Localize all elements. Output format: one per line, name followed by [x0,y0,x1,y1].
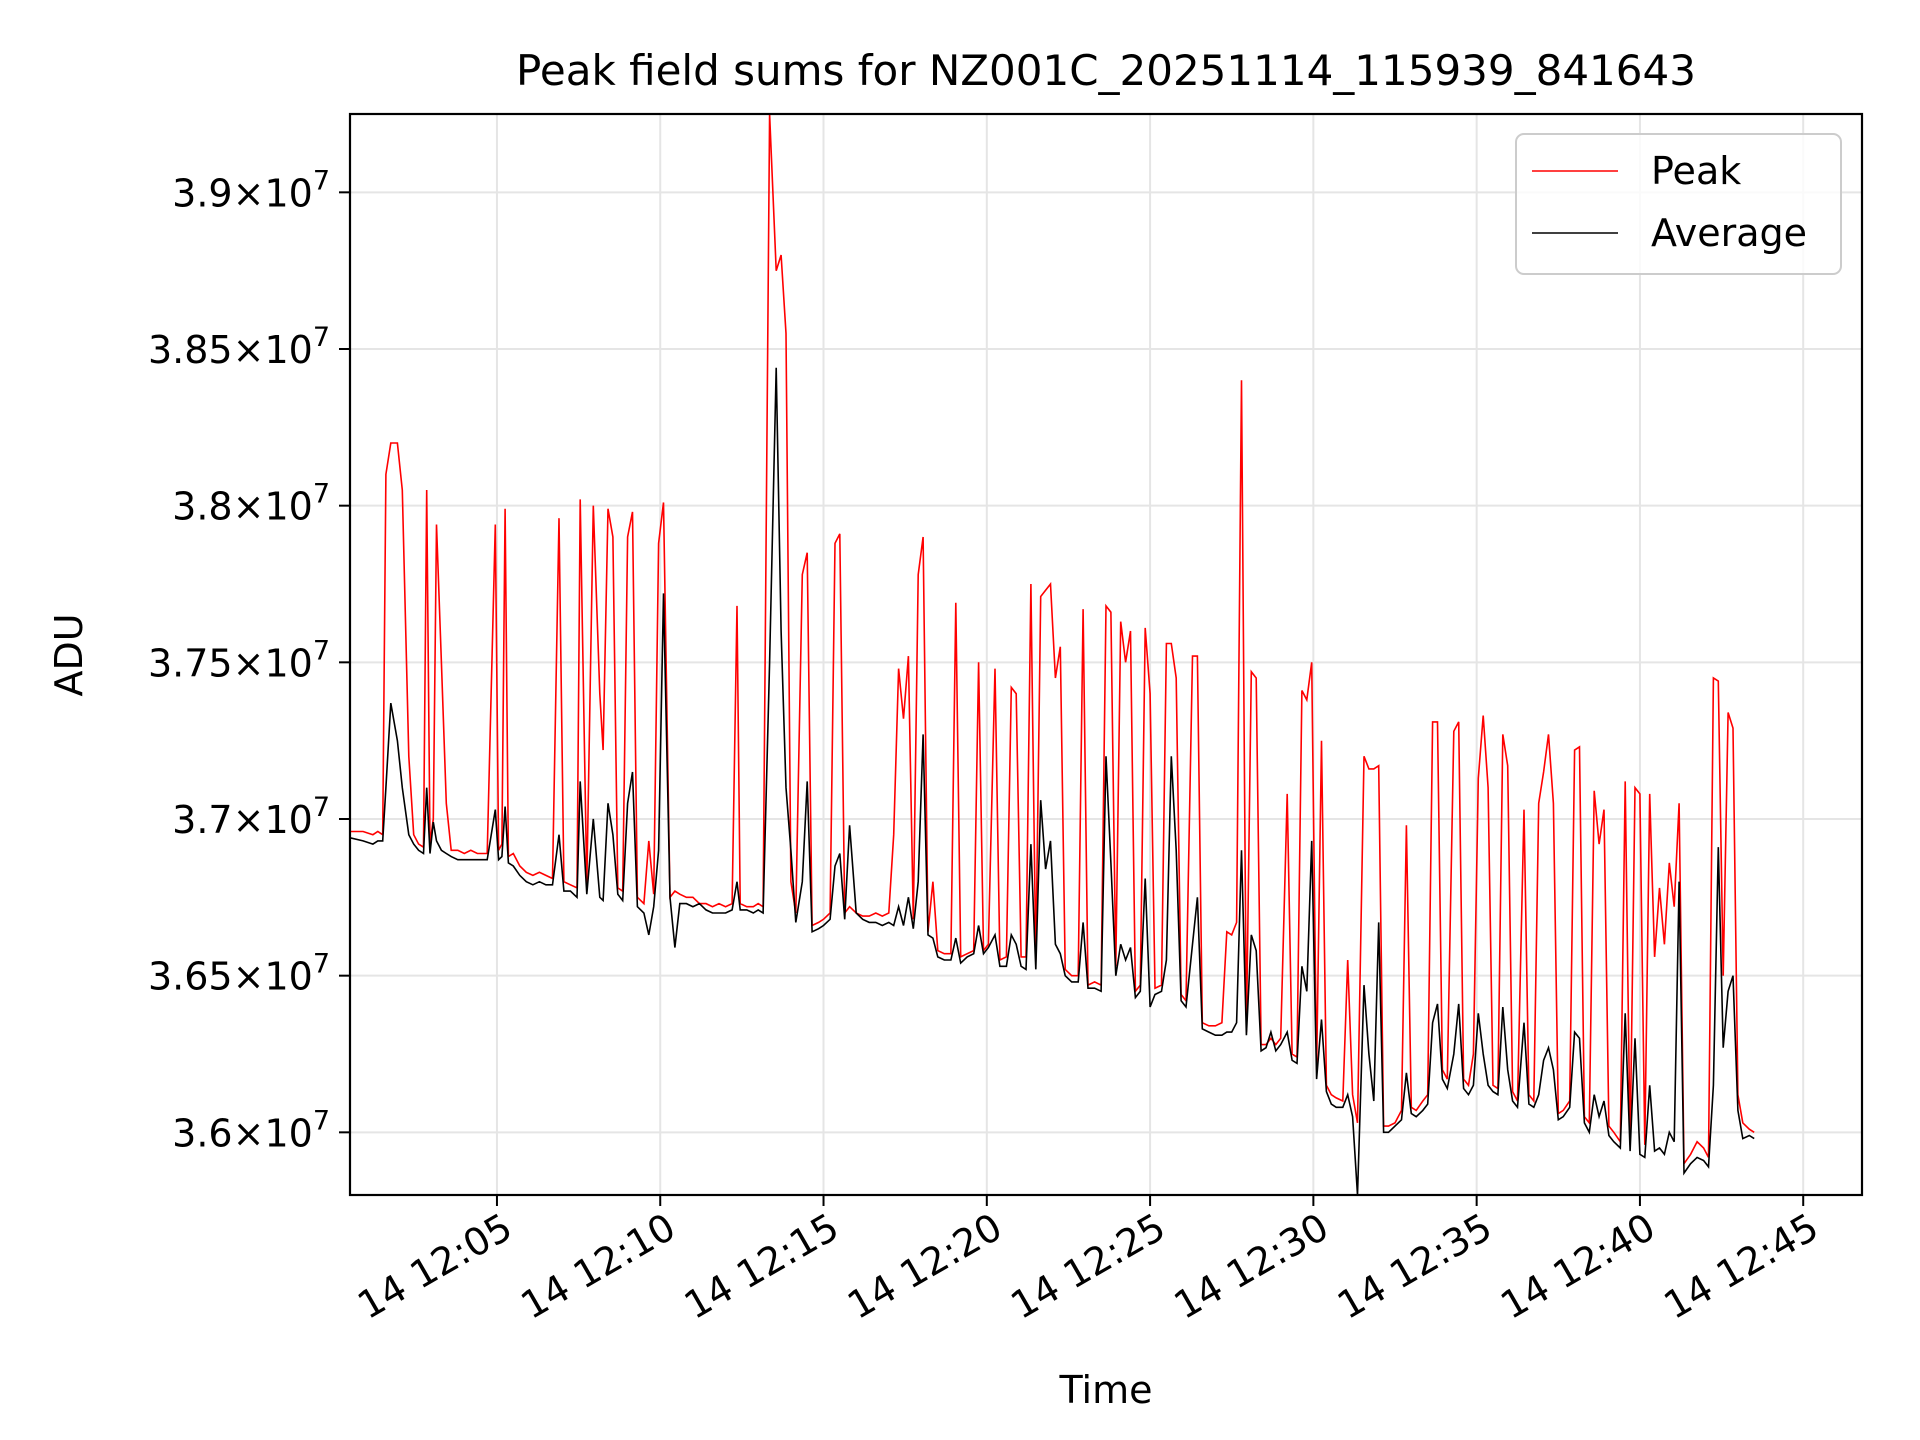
plot-area [350,114,1755,1195]
y-tick-label-0: 3.6×107 [172,1105,330,1155]
series-layer [350,114,1755,1195]
plot-frame [348,112,1864,1197]
y-tick-label-2: 3.7×107 [172,792,330,842]
y-tick-label-3: 3.75×107 [148,635,330,685]
series-line-average [350,367,1755,1195]
y-tick-label-6: 3.9×107 [172,165,330,215]
grid-lines [350,114,1862,1195]
legend-label-average: Average [1651,211,1807,255]
y-tick-label-5: 3.85×107 [148,322,330,372]
legend-box [1515,133,1842,275]
legend: Peak Average [1515,133,1842,275]
y-axis-label: ADU [47,613,91,696]
y-axis-ticks: 3.6×107 3.65×107 3.7×107 3.75×107 3.8×107 3.8… [148,165,350,1155]
chart-title: Peak field sums for NZ001C_20251114_1159… [516,46,1696,95]
x-axis-label: Time [1059,1368,1153,1412]
series-line-peak [350,114,1755,1167]
legend-label-peak: Peak [1651,149,1741,193]
y-tick-label-1: 3.65×107 [148,949,330,999]
y-tick-label-4: 3.8×107 [172,479,330,529]
